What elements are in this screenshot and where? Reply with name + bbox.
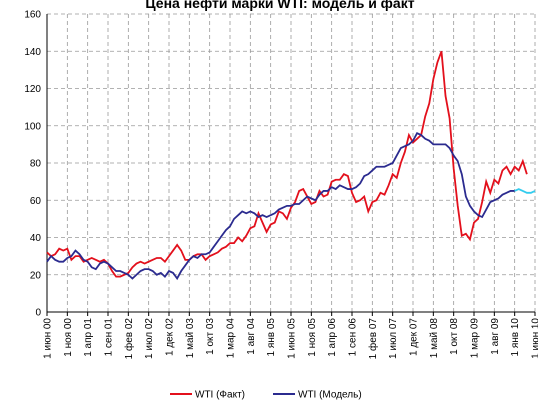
x-tick-label: 1 мар 09 xyxy=(470,318,481,359)
x-tick-label: 1 фев 07 xyxy=(367,318,379,360)
x-tick-label: 1 апр 06 xyxy=(327,318,338,357)
y-tick-label: 20 xyxy=(30,270,42,281)
x-tick-label: 1 июл 02 xyxy=(144,318,155,359)
x-tick-label: 1 июл 07 xyxy=(388,318,399,359)
y-tick-label: 100 xyxy=(24,121,41,132)
legend-label: WTI (Факт) xyxy=(195,390,245,401)
series-line xyxy=(46,50,528,278)
y-tick-label: 140 xyxy=(24,47,41,58)
y-tick-label: 60 xyxy=(30,196,42,207)
x-tick-label: 1 июн 00 xyxy=(43,318,54,359)
x-tick-label: 1 июн 05 xyxy=(287,318,298,359)
x-tick-label: 1 сен 01 xyxy=(104,318,115,357)
x-tick-label: 1 ноя 05 xyxy=(307,318,318,357)
x-tick-label: 1 ноя 00 xyxy=(63,318,74,357)
x-tick-label: 1 апр 01 xyxy=(83,318,94,357)
x-tick-label: 1 май 08 xyxy=(429,318,440,359)
x-tick-label: 1 янв 10 xyxy=(510,318,521,357)
chart-title: Цена нефти марки WTI: модель и факт xyxy=(145,0,414,11)
x-tick-label: 1 мар 04 xyxy=(226,318,237,359)
x-tick-label: 1 сен 06 xyxy=(348,318,359,357)
x-tick-label: 1 фев 02 xyxy=(123,318,135,360)
x-tick-label: 1 дек 07 xyxy=(409,318,420,356)
y-tick-label: 120 xyxy=(24,84,41,95)
x-tick-label: 1 янв 05 xyxy=(266,318,277,357)
series-line xyxy=(46,132,515,281)
x-tick-label: 1 авг 09 xyxy=(490,318,501,355)
y-tick-label: 160 xyxy=(24,10,41,21)
y-tick-label: 80 xyxy=(30,159,42,170)
x-tick-label: 1 май 03 xyxy=(185,318,196,359)
series-line xyxy=(514,188,536,194)
x-tick-label: 1 окт 03 xyxy=(205,318,216,355)
legend-label: WTI (Модель) xyxy=(298,390,362,401)
y-tick-label: 40 xyxy=(30,233,42,244)
x-tick-label: 1 дек 02 xyxy=(165,318,176,356)
x-tick-label: 1 авг 04 xyxy=(246,318,257,355)
y-tick-label: 0 xyxy=(35,308,41,319)
x-tick-label: 1 окт 08 xyxy=(449,318,460,355)
x-tick-label: 1 июн 10 xyxy=(531,318,538,359)
